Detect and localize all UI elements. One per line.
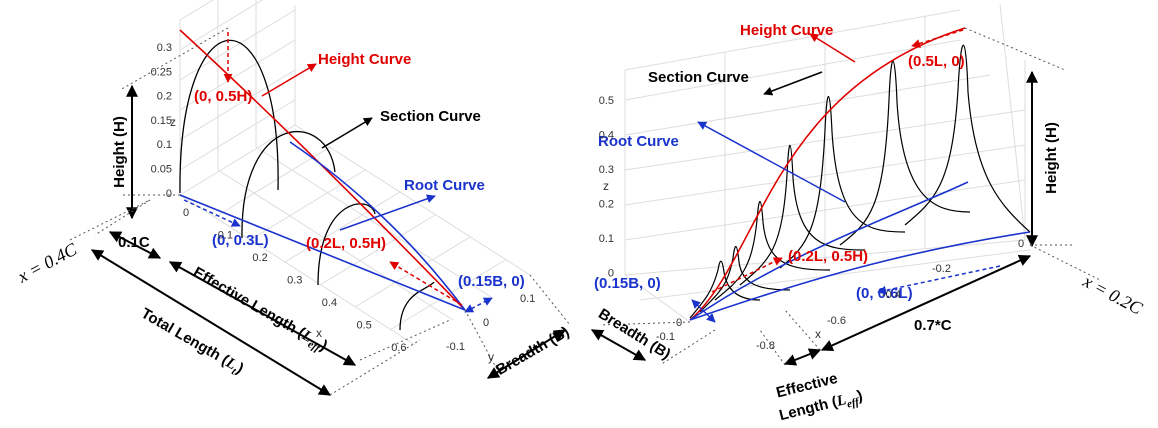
axis-label: x	[815, 327, 821, 341]
label: (0.2L, 0.5H)	[788, 248, 868, 265]
label: Breadth (B)	[493, 323, 572, 379]
right-panel: Height Curve Section Curve Root Curve (0…	[592, 4, 1146, 427]
tick-label: 0.6	[391, 342, 406, 354]
tick-label: 0	[676, 317, 682, 329]
tick-label: 0.4	[599, 130, 614, 142]
section-curve	[180, 40, 278, 193]
tick-label: 0	[483, 317, 489, 329]
arrow	[262, 64, 316, 96]
left-panel: Height Curve Section Curve Root Curve (0…	[14, 0, 573, 395]
label: (0.5L, 0)	[908, 53, 965, 70]
label: Total Length (Lt)	[137, 305, 247, 380]
dimension	[822, 256, 1030, 350]
tick-label: 0	[1018, 238, 1024, 250]
section-curve	[905, 45, 1030, 232]
section-curve	[780, 96, 905, 268]
label: (0.15B, 0)	[458, 273, 525, 290]
tick-label: 0	[166, 188, 172, 200]
tick-label: 0.1	[157, 139, 172, 151]
label: Height (H)	[111, 116, 128, 188]
arrow	[184, 200, 240, 226]
label: Section Curve	[648, 69, 749, 86]
tick-label: 0.05	[151, 164, 172, 176]
tick-label: 0.3	[287, 275, 302, 287]
tick-label: 0.1	[599, 233, 614, 245]
label: Height (H)	[1043, 122, 1060, 194]
tick-label: 0	[183, 207, 189, 219]
tick-label: 0.3	[599, 164, 614, 176]
label: Height Curve	[318, 51, 411, 68]
axis-label: y	[488, 350, 494, 364]
arrow	[340, 196, 435, 230]
right-sections	[690, 45, 1030, 318]
tick-label: 0.5	[599, 95, 614, 107]
tick-label: 0.2	[252, 252, 267, 264]
label: (0.2L, 0.5H)	[306, 235, 386, 252]
label: (0, 0.5H)	[194, 88, 252, 105]
tick-label: -0.1	[446, 341, 465, 353]
axis-label: x	[316, 326, 322, 340]
arrow	[764, 72, 822, 94]
tick-label: 0.4	[322, 297, 337, 309]
tick-label: -0.8	[756, 340, 775, 352]
tick-label: 0.3	[157, 42, 172, 54]
arrow	[322, 118, 372, 148]
label: 0.7*C	[914, 317, 952, 334]
axis-label: z	[603, 179, 609, 193]
tick-label: 0.2	[157, 91, 172, 103]
tick-label: -0.2	[932, 263, 951, 275]
tick-label: 0.15	[151, 115, 172, 127]
root-curve	[290, 142, 465, 310]
right-grid	[625, 4, 1030, 322]
tick-label: -0.4	[882, 289, 901, 301]
label: 0.1C	[118, 234, 150, 251]
label: x = 0.4C	[14, 238, 81, 286]
tick-label: 0.1	[520, 293, 535, 305]
tick-label: 0.5	[357, 320, 372, 332]
arrow	[465, 298, 492, 312]
tick-label: -0.1	[656, 331, 675, 343]
figure: Height Curve Section Curve Root Curve (0…	[0, 0, 1158, 428]
height-curve	[180, 30, 465, 310]
label: Section Curve	[380, 108, 481, 125]
label: Root Curve	[404, 177, 485, 194]
label: x = 0.2C	[1079, 270, 1146, 318]
label: Height Curve	[740, 22, 833, 39]
dimension	[785, 350, 820, 364]
tick-label: 0.1	[218, 230, 233, 242]
tick-label: 0.2	[599, 199, 614, 211]
tick-label: 0	[608, 268, 614, 280]
tick-label: 0.25	[151, 66, 172, 78]
page: {"left": { "z_ticks": ["0.3", "0.25", "0…	[0, 0, 1158, 428]
label: (0.15B, 0)	[594, 275, 661, 292]
tick-label: -0.6	[827, 315, 846, 327]
